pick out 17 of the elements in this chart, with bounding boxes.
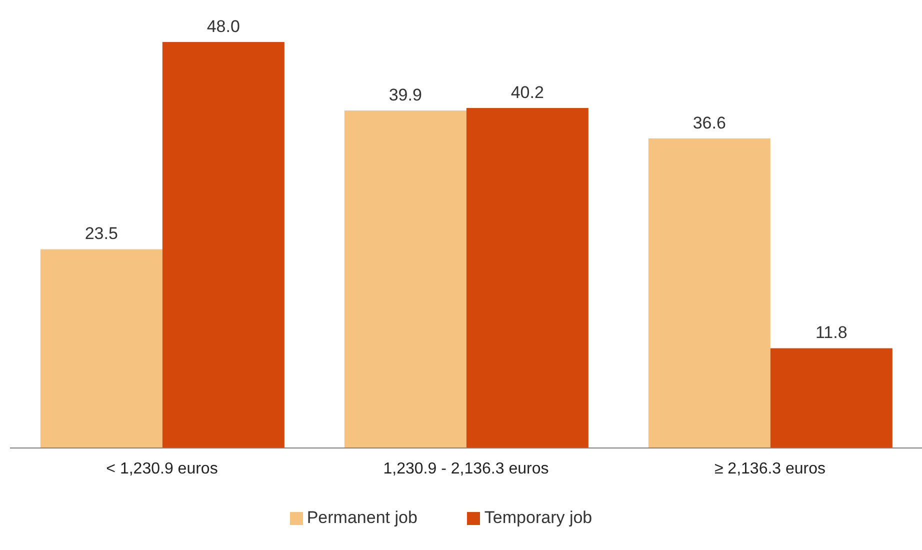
legend-label: Temporary job [484,508,592,527]
data-label: 23.5 [84,224,118,244]
bar [648,138,770,448]
bar [466,108,588,448]
data-label: 48.0 [206,17,240,36]
x-tick-label: 1,230.9 - 2,136.3 euros [383,460,549,478]
x-tick-label: ≥ 2,136.3 euros [714,460,826,478]
bar [344,110,466,448]
bar [162,42,284,448]
data-label: 40.2 [510,82,544,102]
data-label: 39.9 [388,86,422,105]
bar [40,249,162,448]
data-label: 11.8 [815,323,848,342]
bar [770,348,892,448]
legend-label: Permanent job [306,508,418,527]
data-label: 36.6 [692,113,726,132]
x-tick-label: < 1,230.9 euros [106,460,218,478]
